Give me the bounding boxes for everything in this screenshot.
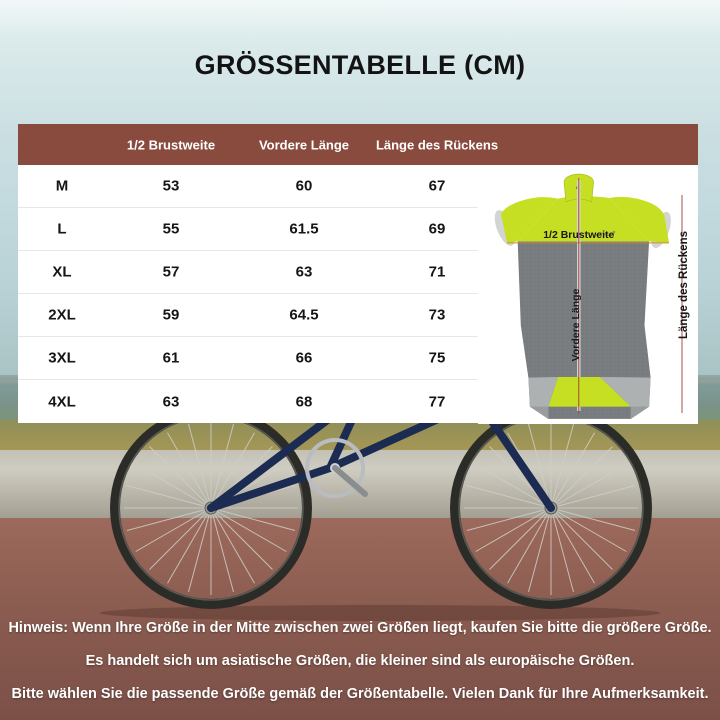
- svg-text:1/2 Brustweite: 1/2 Brustweite: [543, 229, 614, 241]
- svg-text:Vordere Länge: Vordere Länge: [570, 288, 582, 361]
- svg-text:Länge des Rückens: Länge des Rückens: [678, 231, 690, 339]
